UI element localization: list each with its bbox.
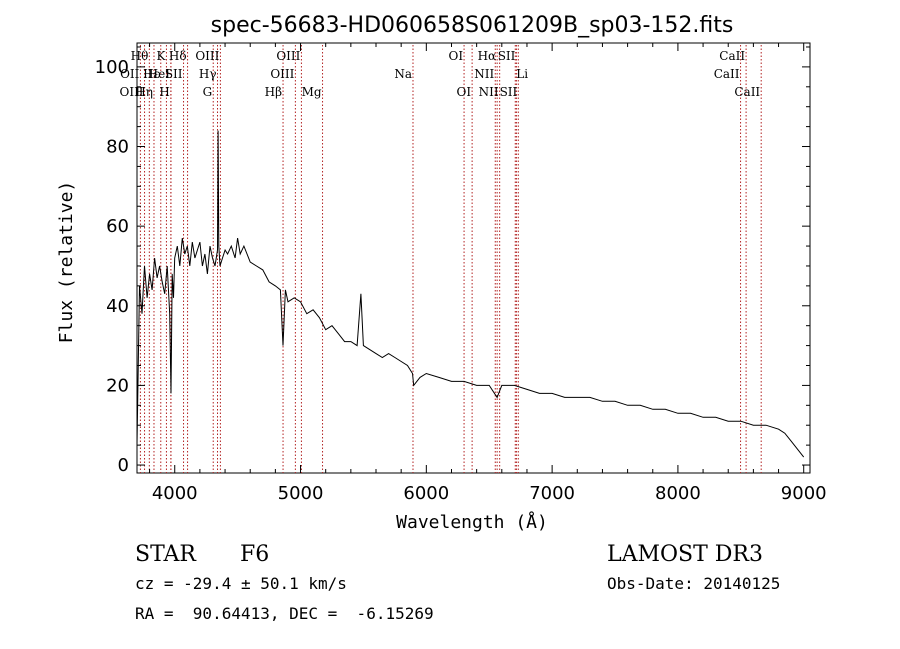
spectral-line-labels: HθOIIOIIIHηHεKHHeIHδSIIGOIIIHγHβOIIIOIII… bbox=[119, 49, 760, 99]
y-axis: 0 20 40 60 80 100 bbox=[95, 46, 810, 476]
spectral-line-label: CaII bbox=[719, 49, 745, 63]
x-tick-label: 4000 bbox=[152, 483, 198, 504]
chart-title: spec-56683-HD060658S061209B_sp03-152.fit… bbox=[211, 13, 734, 38]
x-tick-label: 7000 bbox=[529, 483, 575, 504]
coordinates-text: RA = 90.64413, DEC = -6.15269 bbox=[135, 604, 434, 623]
survey-name: LAMOST DR3 bbox=[607, 542, 763, 567]
spectral-line-label: Hδ bbox=[169, 49, 187, 63]
plot-frame bbox=[136, 42, 811, 474]
spectral-line-label: CaII bbox=[734, 85, 760, 99]
y-tick-label: 80 bbox=[106, 137, 129, 158]
spectral-line-label: Hε bbox=[143, 67, 160, 81]
spectral-line-label: G bbox=[203, 85, 213, 99]
y-axis-label: Flux (relative) bbox=[56, 181, 77, 344]
spectrum-line bbox=[136, 130, 805, 458]
spectral-line-label: SII bbox=[498, 49, 516, 63]
spectral-line-label: SII bbox=[165, 67, 183, 81]
object-class: STAR bbox=[135, 542, 197, 567]
x-tick-label: 8000 bbox=[655, 483, 701, 504]
spectral-line-label: Na bbox=[394, 67, 412, 81]
redshift-text: cz = -29.4 ± 50.1 km/s bbox=[135, 574, 347, 593]
spectral-line-label: OIII bbox=[195, 49, 219, 63]
x-tick-label: 5000 bbox=[278, 483, 324, 504]
spectral-line-label: OI bbox=[457, 85, 472, 99]
spectral-line-label: H bbox=[159, 85, 169, 99]
spectral-line-label: Hβ bbox=[265, 85, 282, 99]
x-tick-label: 6000 bbox=[403, 483, 449, 504]
spectral-line-label: SII bbox=[500, 85, 518, 99]
spectral-line-label: OII bbox=[120, 67, 140, 81]
x-axis-label: Wavelength (Å) bbox=[396, 511, 548, 533]
spectral-line-label: CaII bbox=[714, 67, 740, 81]
spectral-line-label: Hθ bbox=[131, 49, 149, 63]
y-tick-label: 60 bbox=[106, 216, 129, 237]
spectral-line-markers bbox=[139, 45, 762, 473]
spectral-line-label: Hα bbox=[478, 49, 497, 63]
spectral-line-label: Hγ bbox=[199, 67, 217, 81]
y-tick-label: 40 bbox=[106, 296, 129, 317]
spectral-line-label: Hη bbox=[135, 85, 153, 99]
spectral-line-label: Li bbox=[516, 67, 528, 81]
x-tick-label: 9000 bbox=[781, 483, 827, 504]
obs-date: Obs-Date: 20140125 bbox=[607, 574, 780, 593]
object-subclass: F6 bbox=[240, 542, 269, 567]
y-tick-label: 0 bbox=[118, 455, 129, 476]
spectral-line-label: OI bbox=[448, 49, 463, 63]
spectral-line-label: OIII bbox=[119, 85, 143, 99]
x-axis: 4000 5000 6000 7000 8000 9000 bbox=[149, 43, 827, 504]
spectral-line-label: K bbox=[156, 49, 166, 63]
spectral-line-label: NII bbox=[474, 67, 494, 81]
spectral-line-label: OIII bbox=[276, 49, 300, 63]
spectral-line-label: OIII bbox=[270, 67, 294, 81]
spectral-line-label: HeI bbox=[148, 67, 171, 81]
spectral-line-label: NII bbox=[479, 85, 499, 99]
y-tick-label: 20 bbox=[106, 375, 129, 396]
spectral-line-label: Mg bbox=[302, 85, 322, 99]
y-tick-label: 100 bbox=[95, 57, 129, 78]
